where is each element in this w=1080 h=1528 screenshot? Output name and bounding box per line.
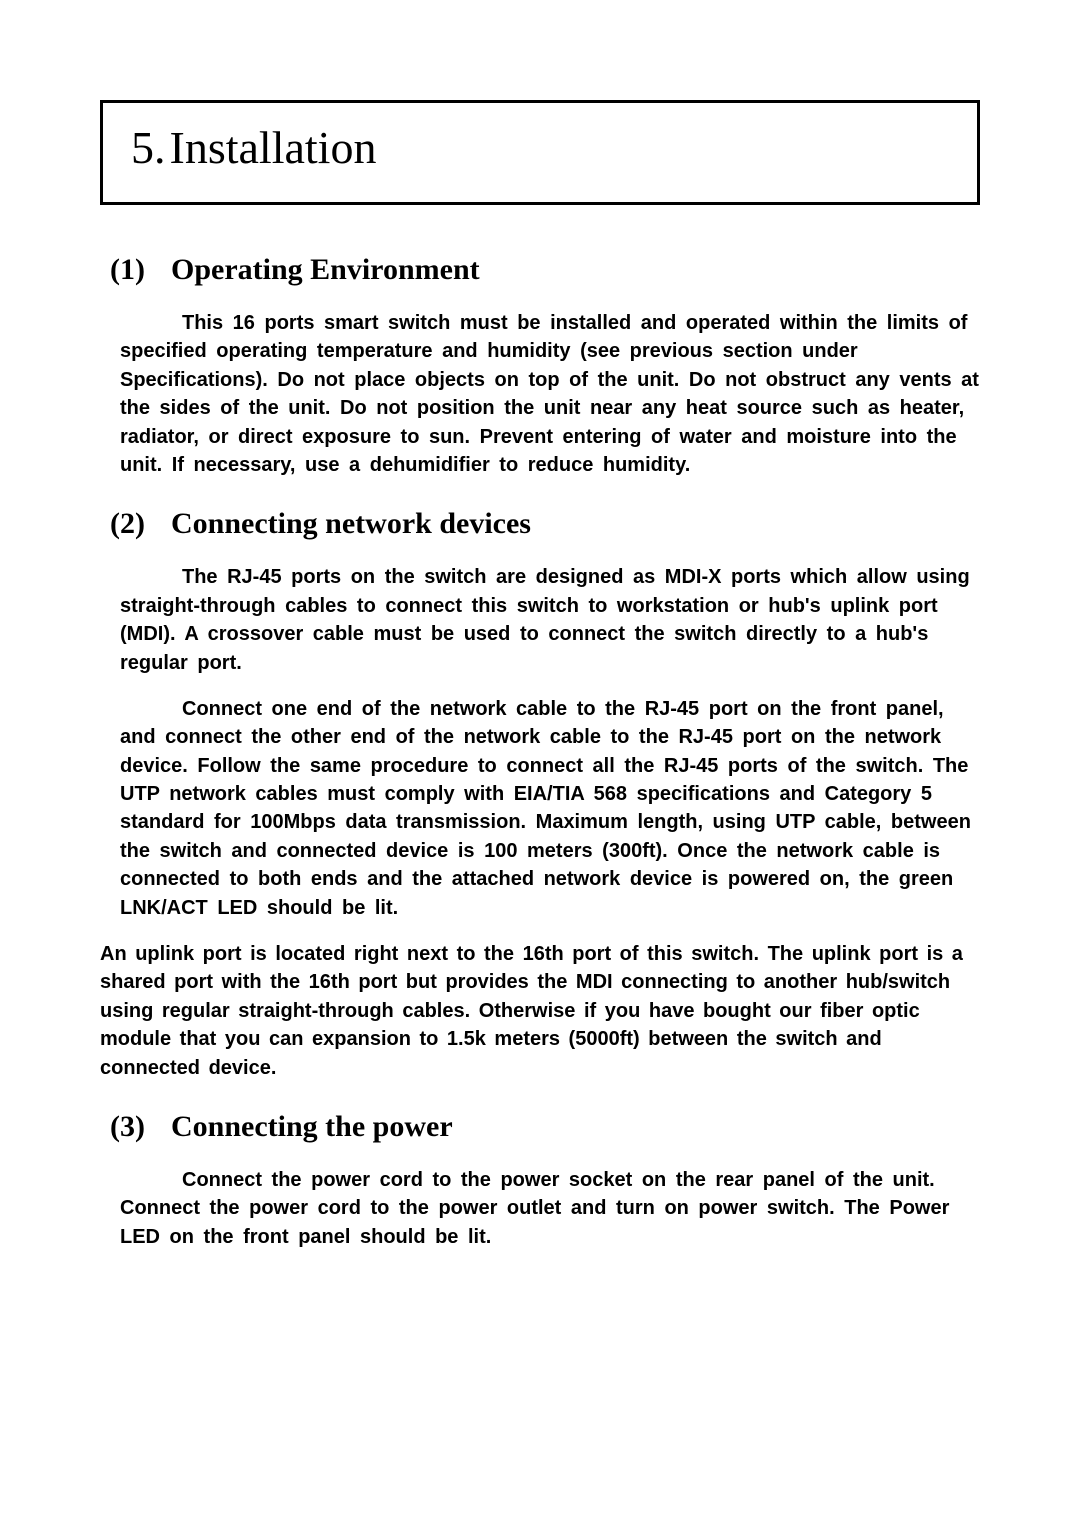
section-heading-3: (3) Connecting the power bbox=[110, 1110, 980, 1144]
section-title-3: Connecting the power bbox=[171, 1110, 453, 1144]
section-heading-1: (1) Operating Environment bbox=[110, 253, 980, 287]
chapter-number: 5. bbox=[131, 122, 166, 173]
section-2-tail: An uplink port is located right next to … bbox=[100, 940, 980, 1082]
chapter-title-box: 5. Installation bbox=[100, 100, 980, 205]
section-title-2: Connecting network devices bbox=[171, 507, 531, 541]
chapter-title: Installation bbox=[170, 122, 377, 173]
section-1-para-1: This 16 ports smart switch must be insta… bbox=[120, 309, 980, 479]
section-2-para-2: Connect one end of the network cable to … bbox=[120, 695, 980, 922]
section-title-1: Operating Environment bbox=[171, 253, 480, 287]
section-3-para-1: Connect the power cord to the power sock… bbox=[120, 1166, 980, 1251]
document-page: 5. Installation (1) Operating Environmen… bbox=[0, 0, 1080, 1528]
section-heading-2: (2) Connecting network devices bbox=[110, 507, 980, 541]
section-number-2: (2) bbox=[110, 507, 145, 541]
section-2-para-1: The RJ-45 ports on the switch are design… bbox=[120, 563, 980, 677]
section-number-1: (1) bbox=[110, 253, 145, 287]
section-number-3: (3) bbox=[110, 1110, 145, 1144]
